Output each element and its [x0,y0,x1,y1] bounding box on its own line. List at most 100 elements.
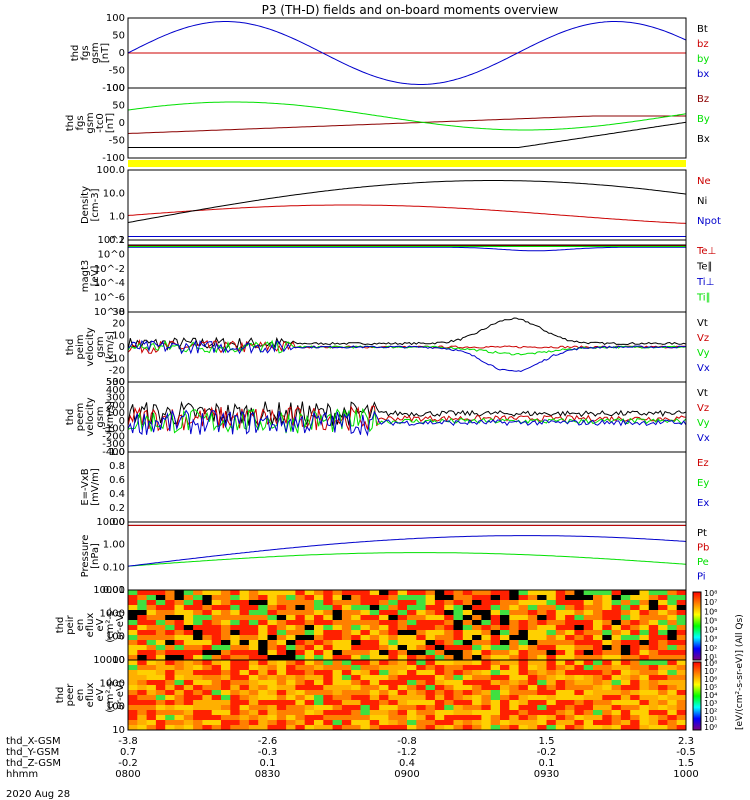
heatmap-cell [360,720,371,726]
heatmap-cell [202,680,213,686]
heatmap-cell [332,645,343,651]
heatmap-cell [230,725,241,731]
heatmap-cell [304,650,315,656]
heatmap-cell [472,610,482,616]
heatmap-cell [174,615,185,621]
heatmap-cell [472,595,482,601]
heatmap-cell [546,710,557,716]
y-label-line: peir [65,614,76,634]
heatmap-cell [565,695,575,701]
heatmap-cell [351,590,361,596]
heatmap-cell [500,705,510,711]
heatmap-cell [276,600,287,606]
heatmap-cell [648,590,659,596]
heatmap-cell [397,645,408,651]
heatmap-cell [323,675,334,681]
heatmap-cell [546,605,557,611]
heatmap-cell [388,695,399,701]
heatmap-cell [593,670,603,676]
heatmap-cell [193,605,203,611]
x-tick-label: 0830 [255,769,280,780]
heatmap-cell [155,685,166,691]
heatmap-cell [490,680,501,686]
heatmap-cell [276,670,287,676]
heatmap-cell [304,705,315,711]
heatmap-cell [221,635,231,641]
y-label-line: thd [55,687,66,704]
heatmap-cell [137,685,148,691]
x-row-label: thd_Y-GSM [6,747,59,758]
heatmap-cell [183,680,194,686]
heatmap-cell [574,640,585,646]
heatmap-cell [341,635,352,641]
heatmap-cell [565,670,575,676]
heatmap-cell [434,715,445,721]
heatmap-cell [341,605,352,611]
heatmap-cell [332,670,343,676]
heatmap-cell [230,670,241,676]
heatmap-cell [546,645,557,651]
heatmap-cell [667,690,678,696]
heatmap-cell [351,605,361,611]
heatmap-cell [332,595,343,601]
y-axis-label: thd fgs gsm -tc0 [nT] [65,112,116,133]
heatmap-cell [527,630,538,636]
heatmap-cell [258,670,268,676]
heatmap-cell [462,630,473,636]
heatmap-cell [304,710,315,716]
y-tick-label: 1000 [100,608,125,619]
heatmap-cell [518,630,529,636]
heatmap-cell [453,700,464,706]
heatmap-cell [314,700,324,706]
heatmap-cell [341,665,352,671]
heatmap-cell [658,700,668,706]
heatmap-cell [239,675,250,681]
heatmap-cell [193,705,203,711]
heatmap-cell [602,600,613,606]
heatmap-cell [276,715,287,721]
legend-entry: Pe [697,557,709,568]
heatmap-cell [602,610,613,616]
heatmap-cell [137,710,148,716]
colorbar-tick: 10⁶ [704,607,717,616]
heatmap-cell [462,715,473,721]
heatmap-cell [165,715,175,721]
heatmap-cell [546,615,557,621]
heatmap-cell [202,630,213,636]
colorbar-tick: 10⁴ [704,626,717,635]
legend-entry: Vy [697,348,710,359]
heatmap-cell [137,610,148,616]
heatmap-cell [593,595,603,601]
heatmap-cell [453,720,464,726]
heatmap-cell [146,660,157,666]
heatmap-cell [518,620,529,626]
heatmap-cell [295,615,306,621]
y-label-line: gsm [90,42,101,63]
heatmap-cell [239,610,250,616]
heatmap-cell [155,655,166,661]
heatmap-cell [202,715,213,721]
legend-entry: Vy [697,418,710,429]
heatmap-cell [314,605,324,611]
heatmap-cell [667,605,678,611]
heatmap-cell [509,620,520,626]
heatmap-cell [602,660,613,666]
heatmap-cell [286,715,296,721]
heatmap-cell [565,665,575,671]
heatmap-cell [639,595,650,601]
date-label: 2020 Aug 28 [6,789,70,800]
heatmap-cell [565,630,575,636]
heatmap-cell [611,630,622,636]
heatmap-cell [509,690,520,696]
heatmap-cell [630,610,640,616]
heatmap-cell [221,695,231,701]
heatmap-cell [388,610,399,616]
heatmap-cell [230,665,241,671]
heatmap-cell [295,610,306,616]
heatmap-cell [304,670,315,676]
heatmap-cell [472,650,482,656]
heatmap-cell [593,700,603,706]
heatmap-cell [211,670,222,676]
heatmap-cell [453,710,464,716]
heatmap-cell [500,675,510,681]
